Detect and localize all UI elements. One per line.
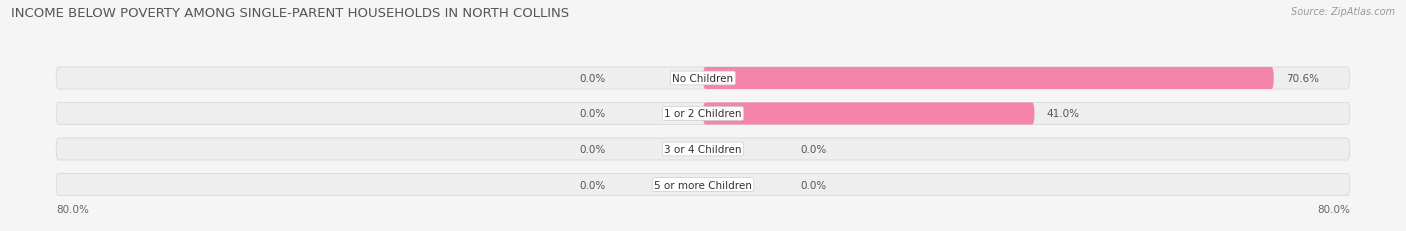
Text: 0.0%: 0.0% [579,109,606,119]
FancyBboxPatch shape [56,174,1350,196]
FancyBboxPatch shape [56,138,1350,160]
Text: 80.0%: 80.0% [1317,204,1350,214]
Text: 1 or 2 Children: 1 or 2 Children [664,109,742,119]
FancyBboxPatch shape [56,103,1350,125]
Text: Source: ZipAtlas.com: Source: ZipAtlas.com [1291,7,1395,17]
Text: 3 or 4 Children: 3 or 4 Children [664,144,742,154]
Text: 70.6%: 70.6% [1286,74,1319,84]
Text: 5 or more Children: 5 or more Children [654,180,752,190]
Text: No Children: No Children [672,74,734,84]
Text: 0.0%: 0.0% [800,180,827,190]
Text: 80.0%: 80.0% [56,204,89,214]
Text: INCOME BELOW POVERTY AMONG SINGLE-PARENT HOUSEHOLDS IN NORTH COLLINS: INCOME BELOW POVERTY AMONG SINGLE-PARENT… [11,7,569,20]
Text: 0.0%: 0.0% [579,180,606,190]
Text: 0.0%: 0.0% [800,144,827,154]
Text: 0.0%: 0.0% [579,144,606,154]
FancyBboxPatch shape [703,103,1035,125]
Text: 0.0%: 0.0% [579,74,606,84]
FancyBboxPatch shape [703,68,1274,90]
Text: 41.0%: 41.0% [1046,109,1080,119]
FancyBboxPatch shape [56,68,1350,90]
